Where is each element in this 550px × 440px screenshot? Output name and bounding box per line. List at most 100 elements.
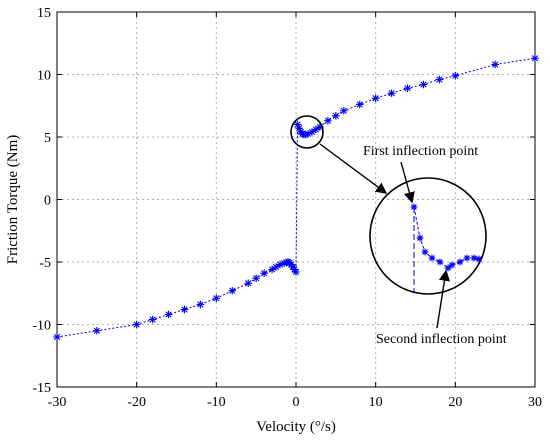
data-point xyxy=(252,274,260,283)
x-axis-label: Velocity (°/s) xyxy=(256,419,336,435)
marker-stroke xyxy=(292,268,300,276)
marker-stroke xyxy=(471,255,477,261)
data-point xyxy=(312,125,320,134)
zoom-arrow xyxy=(319,143,388,194)
series-friction xyxy=(53,54,539,341)
marker-stroke xyxy=(291,266,298,273)
marker-stroke xyxy=(437,259,443,265)
marker-stroke xyxy=(245,280,252,287)
marker-stroke xyxy=(492,61,499,68)
marker-stroke xyxy=(411,204,417,210)
data-point xyxy=(308,128,316,136)
data-point xyxy=(371,94,380,103)
data-point xyxy=(268,265,276,274)
marker-stroke xyxy=(457,259,463,265)
marker-stroke xyxy=(531,55,539,62)
marker-stroke xyxy=(436,76,443,83)
marker-stroke xyxy=(372,95,379,102)
first-inflection-label: First inflection point xyxy=(363,144,478,159)
marker-stroke xyxy=(308,128,316,136)
data-point xyxy=(419,80,428,89)
marker-stroke xyxy=(332,112,339,119)
marker-stroke xyxy=(417,235,423,241)
data-point xyxy=(148,315,157,324)
data-point xyxy=(164,310,173,319)
x-tick-label: 30 xyxy=(528,395,542,410)
marker-stroke xyxy=(289,263,296,271)
data-point xyxy=(272,263,280,271)
marker-stroke xyxy=(253,275,260,282)
zoom-circle xyxy=(369,177,487,295)
y-tick-label: -5 xyxy=(39,256,51,271)
data-point xyxy=(93,326,101,335)
data-point xyxy=(260,269,268,278)
zoom-data-point xyxy=(444,264,452,272)
data-point xyxy=(332,111,340,120)
zoom-data-point xyxy=(436,258,444,266)
zoom-data-point xyxy=(410,203,418,211)
second-inflection-arrow xyxy=(436,269,451,329)
data-point xyxy=(228,286,237,295)
y-tick-label: 5 xyxy=(44,131,51,146)
x-tick-label: 10 xyxy=(369,395,383,410)
data-point xyxy=(132,320,141,329)
zoom-data-point xyxy=(448,261,456,269)
data-point xyxy=(435,75,444,84)
marker-stroke xyxy=(296,125,303,132)
x-tick-label: 20 xyxy=(448,395,462,410)
x-tick-label: -10 xyxy=(207,395,226,410)
marker-stroke xyxy=(429,255,435,261)
data-point xyxy=(292,268,300,276)
grid xyxy=(57,12,535,387)
data-point xyxy=(244,279,252,288)
data-point xyxy=(212,294,221,303)
marker-stroke xyxy=(404,85,411,92)
marker-stroke xyxy=(181,306,188,313)
marker-stroke xyxy=(422,249,428,255)
marker-stroke xyxy=(149,316,156,323)
marker-stroke xyxy=(356,101,363,108)
marker-stroke xyxy=(53,333,61,341)
data-point xyxy=(403,84,412,93)
data-point xyxy=(387,89,396,98)
data-point xyxy=(451,71,460,80)
marker-stroke xyxy=(294,121,301,128)
marker-stroke xyxy=(133,321,140,328)
y-tick-label: -15 xyxy=(32,381,51,396)
y-tick-label: 15 xyxy=(37,6,51,21)
data-point xyxy=(180,305,189,314)
series-line xyxy=(56,57,536,338)
data-point xyxy=(290,265,299,274)
data-point xyxy=(324,116,332,125)
second-inflection-label: Second inflection point xyxy=(376,332,507,347)
data-point xyxy=(53,333,61,341)
marker-stroke xyxy=(229,287,236,294)
zoom-data-point xyxy=(470,254,478,262)
marker-stroke xyxy=(272,263,280,271)
marker-stroke xyxy=(268,266,276,273)
marker-stroke xyxy=(388,90,395,97)
y-tick-label: 0 xyxy=(44,194,51,209)
data-point xyxy=(340,106,348,115)
y-tick-label: -10 xyxy=(32,319,51,334)
first-inflection-arrow xyxy=(400,161,415,204)
marker-stroke xyxy=(324,117,331,124)
marker-stroke xyxy=(420,81,427,88)
marker-stroke xyxy=(276,261,284,268)
marker-stroke xyxy=(312,126,320,133)
marker-stroke xyxy=(93,327,100,334)
x-tick-label: -30 xyxy=(48,395,67,410)
marker-stroke xyxy=(197,301,204,308)
marker-stroke xyxy=(261,270,268,277)
zoom-data-point xyxy=(463,254,471,262)
marker-stroke xyxy=(340,107,347,114)
annotations xyxy=(290,115,487,329)
marker-stroke xyxy=(449,262,455,268)
y-tick-label: 10 xyxy=(37,69,51,84)
marker-stroke xyxy=(476,256,482,262)
zoom-source-circle xyxy=(290,115,324,149)
data-point xyxy=(196,300,205,309)
zoom-curve xyxy=(413,206,480,269)
marker-stroke xyxy=(452,72,459,79)
